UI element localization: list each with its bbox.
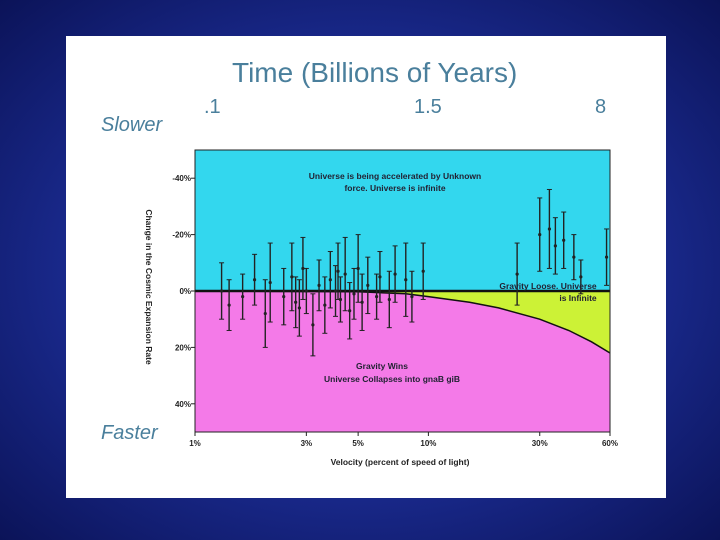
boundary-curve bbox=[194, 290, 611, 354]
x-axis-label: Velocity (percent of speed of light) bbox=[331, 457, 470, 467]
svg-text:Universe is being accelerated: Universe is being accelerated by Unknown bbox=[309, 171, 481, 181]
data-point bbox=[546, 188, 552, 269]
y-tick-label: -20% bbox=[172, 231, 191, 240]
time-tick-label: 1.5 bbox=[414, 96, 442, 118]
data-point bbox=[337, 276, 343, 323]
data-point bbox=[293, 276, 299, 329]
x-tick-label: 5% bbox=[352, 439, 364, 448]
svg-text:Gravity Wins: Gravity Wins bbox=[356, 361, 408, 371]
svg-text:is Infinite: is Infinite bbox=[559, 293, 597, 303]
data-point bbox=[386, 270, 392, 329]
data-point bbox=[392, 245, 398, 303]
svg-text:Universe Collapses into gnaB g: Universe Collapses into gnaB giB bbox=[324, 374, 460, 384]
data-point bbox=[327, 251, 333, 309]
region-loose-text: Gravity Loose. Universe is Infinite bbox=[499, 281, 597, 303]
data-point bbox=[281, 267, 287, 326]
x-tick-label: 30% bbox=[532, 439, 548, 448]
region-wins-text: Gravity Wins Universe Collapses into gna… bbox=[324, 361, 460, 384]
data-point bbox=[267, 242, 273, 323]
data-point bbox=[365, 256, 371, 315]
data-point bbox=[289, 242, 295, 312]
region-accelerated-text: Universe is being accelerated by Unknown… bbox=[309, 171, 481, 193]
data-point bbox=[219, 262, 225, 320]
time-tick-label: 8 bbox=[595, 96, 607, 118]
data-point bbox=[355, 234, 361, 303]
data-point bbox=[604, 228, 610, 286]
x-tick-label: 3% bbox=[301, 439, 313, 448]
y-tick-label: 20% bbox=[175, 343, 191, 352]
time-tick-label: .1 bbox=[204, 96, 221, 118]
data-point bbox=[409, 270, 415, 323]
data-point bbox=[420, 242, 426, 300]
time-axis-title: Time (Billions of Years) bbox=[232, 57, 518, 88]
data-point bbox=[310, 293, 316, 357]
data-point bbox=[374, 273, 380, 320]
data-point bbox=[240, 273, 246, 320]
y-axis-label: Change in the Cosmic Expansion Rate bbox=[144, 209, 154, 365]
data-point bbox=[262, 279, 268, 348]
data-point bbox=[252, 253, 258, 306]
region-accelerated bbox=[195, 150, 610, 291]
data-point bbox=[561, 211, 567, 269]
data-point bbox=[322, 276, 328, 334]
slower-label: Slower bbox=[101, 114, 163, 136]
data-point bbox=[377, 251, 383, 303]
data-point bbox=[296, 279, 302, 337]
svg-text:force. Universe is infinite: force. Universe is infinite bbox=[344, 183, 445, 193]
svg-text:Gravity Loose. Universe: Gravity Loose. Universe bbox=[499, 281, 597, 291]
data-point bbox=[552, 217, 558, 275]
data-point bbox=[514, 242, 520, 306]
data-point bbox=[303, 267, 309, 315]
data-point bbox=[226, 279, 232, 331]
data-point bbox=[347, 282, 353, 340]
data-point bbox=[351, 267, 357, 320]
data-point bbox=[316, 259, 322, 312]
data-point bbox=[300, 236, 306, 300]
data-point bbox=[537, 197, 543, 272]
data-point bbox=[403, 242, 409, 317]
data-point bbox=[359, 273, 365, 331]
region-loose bbox=[195, 291, 610, 353]
faster-label: Faster bbox=[101, 422, 158, 444]
x-tick-label: 10% bbox=[420, 439, 436, 448]
x-tick-label: 1% bbox=[189, 439, 201, 448]
y-tick-label: 0% bbox=[179, 287, 191, 296]
y-tick-label: -40% bbox=[172, 174, 191, 183]
data-point bbox=[333, 265, 339, 317]
x-tick-label: 60% bbox=[602, 439, 618, 448]
data-point bbox=[571, 234, 577, 281]
data-point bbox=[342, 236, 348, 312]
data-point bbox=[578, 259, 584, 295]
y-tick-label: 40% bbox=[175, 400, 191, 409]
